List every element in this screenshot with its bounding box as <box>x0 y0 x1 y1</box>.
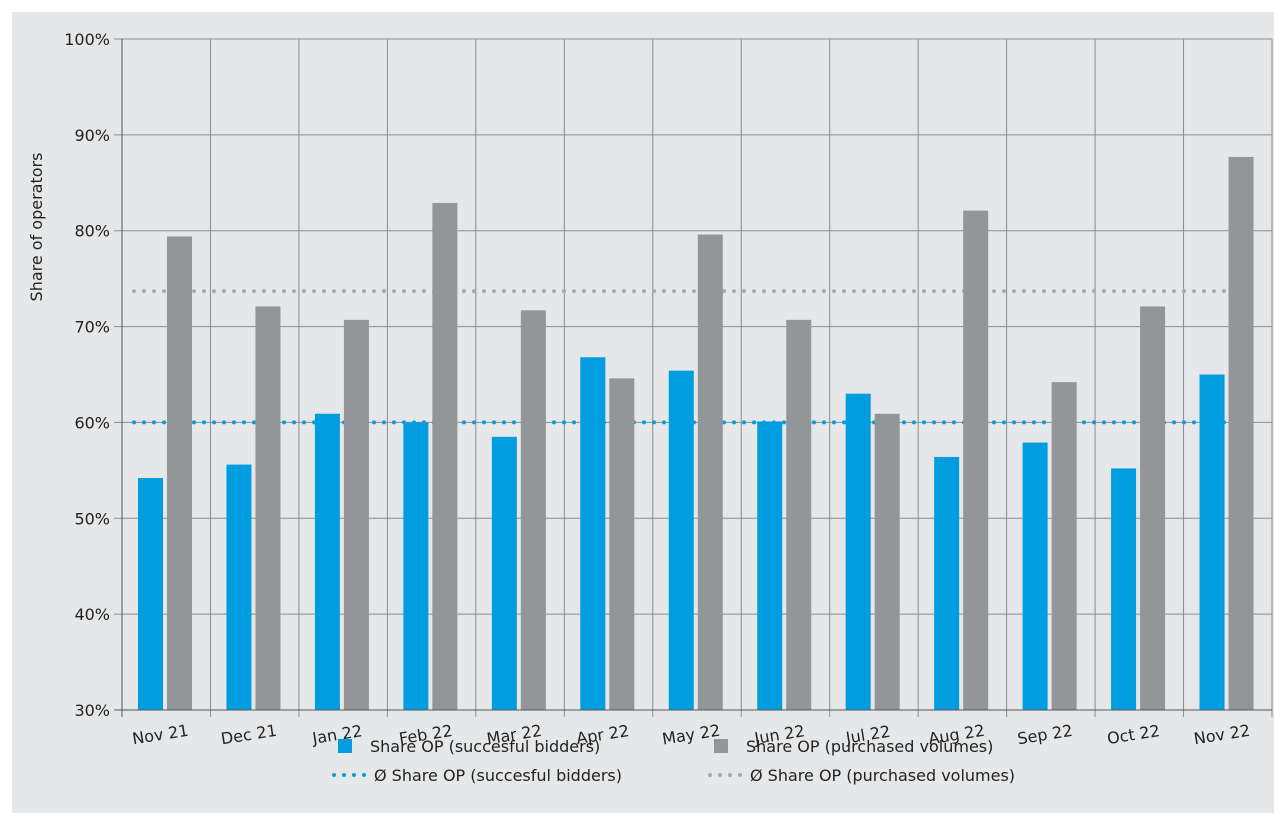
bar-purchased-volumes <box>786 319 812 710</box>
bar-successful-bidders <box>668 370 694 710</box>
x-tick-label: Nov 21 <box>131 721 190 749</box>
axes <box>114 39 1272 717</box>
y-tick-label: 100% <box>64 30 110 49</box>
bar-purchased-volumes <box>697 234 723 710</box>
bar-successful-bidders <box>1199 374 1225 710</box>
y-tick-labels: 30% 40% 50% 60% 70% 80% 90% 100% <box>64 30 110 720</box>
y-tick-label: 80% <box>74 222 110 241</box>
y-tick-label: 60% <box>74 413 110 432</box>
x-tick-label: May 22 <box>661 721 722 749</box>
x-tick-label: Oct 22 <box>1106 721 1161 748</box>
y-tick-label: 70% <box>74 318 110 337</box>
y-tick-label: 90% <box>74 126 110 145</box>
bar-successful-bidders <box>1111 468 1137 710</box>
bar-successful-bidders <box>491 436 517 710</box>
x-tick-label: Sep 22 <box>1016 721 1074 748</box>
bar-successful-bidders <box>580 357 606 710</box>
bar-successful-bidders <box>403 422 429 710</box>
legend-item-purchased-volumes-swatch <box>714 739 728 753</box>
y-axis-title: Share of operators <box>27 153 46 302</box>
bar-purchased-volumes <box>432 202 458 710</box>
x-tick-label: Jan 22 <box>310 721 363 748</box>
bar-purchased-volumes <box>343 319 369 710</box>
bar-purchased-volumes <box>874 413 900 710</box>
bar-purchased-volumes <box>167 236 192 711</box>
x-tick-labels: Nov 21 Dec 21 Jan 22 Feb 22 Mar 22 Apr 22 May … <box>131 721 1251 749</box>
legend-item-successful-bidders-swatch <box>338 739 352 753</box>
bar-purchased-volumes <box>963 210 989 710</box>
bar-purchased-volumes <box>1140 306 1166 710</box>
bar-successful-bidders <box>934 456 960 710</box>
bar-purchased-volumes <box>1051 382 1077 710</box>
gridlines <box>114 38 1273 717</box>
bar-purchased-volumes <box>1228 156 1254 710</box>
legend-item-successful-bidders-label: Share OP (succesful bidders) <box>370 737 600 756</box>
bars <box>138 156 1254 711</box>
legend-item-avg-purchased-volumes-label: Ø Share OP (purchased volumes) <box>750 766 1015 785</box>
bar-successful-bidders <box>138 478 163 710</box>
y-tick-label: 40% <box>74 605 110 624</box>
bar-successful-bidders <box>1022 442 1048 710</box>
legend-item-avg-successful-bidders-label: Ø Share OP (succesful bidders) <box>374 766 622 785</box>
y-tick-label: 30% <box>74 701 110 720</box>
x-tick-label: Dec 21 <box>219 721 278 749</box>
bar-purchased-volumes <box>609 378 635 710</box>
bar-successful-bidders <box>226 464 252 710</box>
bar-purchased-volumes <box>520 310 546 710</box>
bar-purchased-volumes <box>255 306 281 710</box>
bar-successful-bidders <box>757 421 783 710</box>
bar-successful-bidders <box>314 413 340 710</box>
legend-item-purchased-volumes-label: Share OP (purchased volumes) <box>746 737 993 756</box>
legend: Share OP (succesful bidders) Share OP (pu… <box>332 737 1015 785</box>
y-tick-label: 50% <box>74 509 110 528</box>
bar-successful-bidders <box>845 393 871 710</box>
x-tick-label: Nov 22 <box>1192 721 1251 749</box>
